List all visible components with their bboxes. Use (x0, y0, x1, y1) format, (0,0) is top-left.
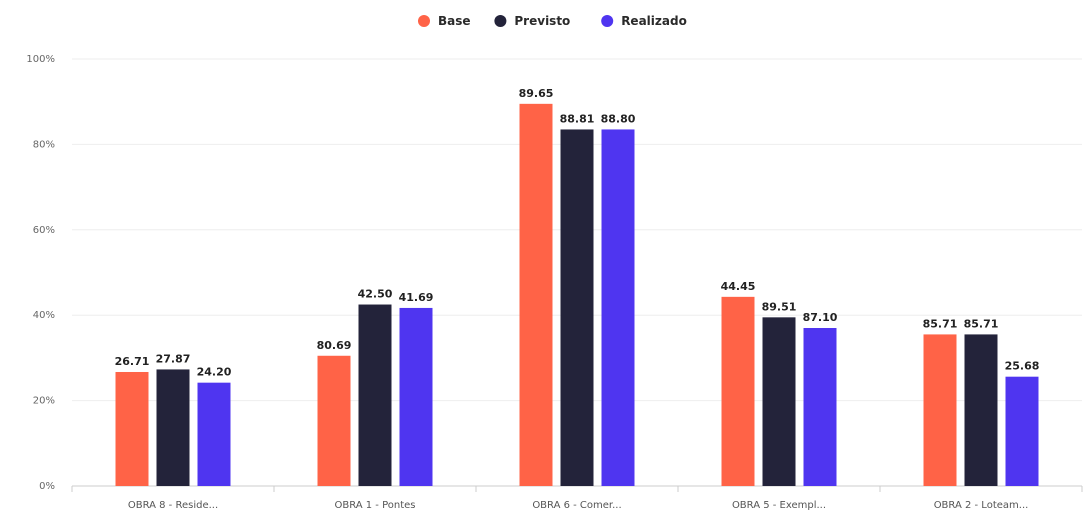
y-tick-label: 20% (33, 396, 55, 407)
data-label: 85.71 (964, 317, 999, 330)
axis-layer: 0% 20% 40% 60% 80% 100% OBRA 8 - Reside... OBRA… (26, 54, 1083, 511)
bar-realizado[interactable] (803, 328, 837, 486)
legend-label: Realizado (621, 14, 687, 28)
bar-previsto[interactable] (762, 317, 796, 486)
data-label: 89.51 (762, 300, 797, 313)
legend-label: Base (438, 14, 471, 28)
bar-realizado[interactable] (399, 307, 433, 486)
data-label: 88.80 (601, 112, 636, 125)
y-tick-label: 60% (33, 225, 55, 236)
x-category-label: OBRA 2 - Loteam... (934, 500, 1029, 511)
bar-base[interactable] (519, 103, 553, 487)
y-tick-label: 80% (33, 139, 55, 150)
legend-marker (494, 15, 507, 27)
label-layer: 26.71 27.87 24.20 80.69 42.50 41.69 89.65 88.81… (115, 87, 1040, 379)
y-tick-label: 100% (26, 54, 55, 65)
data-label: 24.20 (197, 366, 232, 379)
bar-previsto[interactable] (964, 334, 998, 486)
legend-item-previsto[interactable]: Previsto (494, 14, 570, 28)
bar-realizado[interactable] (1005, 376, 1039, 486)
data-label: 42.50 (358, 288, 393, 301)
legend-marker (601, 15, 614, 27)
y-tick-label: 0% (39, 481, 55, 492)
data-label: 41.69 (399, 291, 434, 304)
data-label: 26.71 (115, 355, 150, 368)
legend-item-base[interactable]: Base (418, 14, 471, 28)
data-label: 27.87 (156, 352, 191, 365)
bar-base[interactable] (721, 296, 755, 486)
bar-previsto[interactable] (358, 304, 392, 486)
bar-realizado[interactable] (197, 382, 231, 486)
bar-realizado[interactable] (601, 129, 635, 486)
x-category-label: OBRA 5 - Exempl... (732, 500, 826, 511)
y-tick-label: 40% (33, 310, 55, 321)
bar-previsto[interactable] (156, 369, 190, 486)
legend-label: Previsto (514, 14, 570, 28)
legend-marker (418, 15, 430, 27)
data-label: 44.45 (721, 280, 756, 293)
bar-base[interactable] (115, 371, 149, 486)
data-label: 80.69 (317, 339, 352, 352)
data-label: 85.71 (923, 317, 958, 330)
bar-layer (115, 103, 1039, 487)
data-label: 89.65 (519, 87, 554, 100)
data-label: 25.68 (1005, 360, 1040, 373)
data-label: 87.10 (803, 311, 838, 324)
x-category-label: OBRA 8 - Reside... (128, 500, 218, 511)
bar-previsto[interactable] (560, 129, 594, 486)
x-category-label: OBRA 1 - Pontes (334, 500, 415, 511)
x-category-label: OBRA 6 - Comer... (532, 500, 621, 511)
bar-base[interactable] (317, 355, 351, 486)
bar-base[interactable] (923, 334, 957, 486)
data-label: 88.81 (560, 112, 595, 125)
legend-item-realizado[interactable]: Realizado (601, 14, 687, 28)
legend[interactable]: Base Previsto Realizado (418, 14, 687, 28)
